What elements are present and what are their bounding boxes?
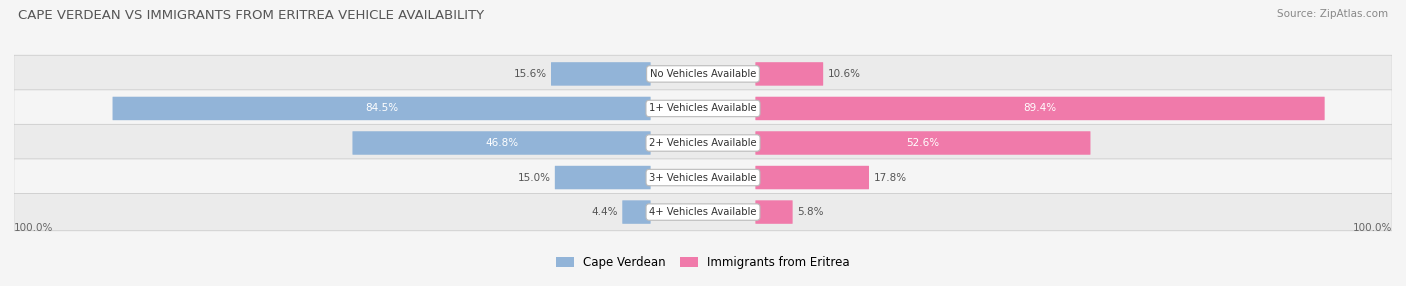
Text: 46.8%: 46.8% [485, 138, 517, 148]
Text: 17.8%: 17.8% [873, 172, 907, 182]
Text: 15.6%: 15.6% [513, 69, 547, 79]
Text: 15.0%: 15.0% [517, 172, 550, 182]
Text: No Vehicles Available: No Vehicles Available [650, 69, 756, 79]
Text: 5.8%: 5.8% [797, 207, 824, 217]
FancyBboxPatch shape [755, 166, 869, 189]
FancyBboxPatch shape [755, 131, 1091, 155]
FancyBboxPatch shape [551, 62, 651, 86]
FancyBboxPatch shape [112, 97, 651, 120]
Text: 52.6%: 52.6% [907, 138, 939, 148]
FancyBboxPatch shape [755, 62, 823, 86]
Text: 84.5%: 84.5% [366, 104, 398, 114]
Text: 89.4%: 89.4% [1024, 104, 1056, 114]
Text: 10.6%: 10.6% [828, 69, 860, 79]
Text: 100.0%: 100.0% [14, 223, 53, 233]
Text: 4.4%: 4.4% [592, 207, 617, 217]
FancyBboxPatch shape [14, 193, 1392, 231]
FancyBboxPatch shape [755, 200, 793, 224]
FancyBboxPatch shape [623, 200, 651, 224]
Text: 3+ Vehicles Available: 3+ Vehicles Available [650, 172, 756, 182]
FancyBboxPatch shape [14, 55, 1392, 93]
FancyBboxPatch shape [353, 131, 651, 155]
Text: 4+ Vehicles Available: 4+ Vehicles Available [650, 207, 756, 217]
Text: CAPE VERDEAN VS IMMIGRANTS FROM ERITREA VEHICLE AVAILABILITY: CAPE VERDEAN VS IMMIGRANTS FROM ERITREA … [18, 9, 485, 21]
FancyBboxPatch shape [755, 97, 1324, 120]
FancyBboxPatch shape [14, 159, 1392, 196]
FancyBboxPatch shape [14, 124, 1392, 162]
Text: Source: ZipAtlas.com: Source: ZipAtlas.com [1277, 9, 1388, 19]
Text: 1+ Vehicles Available: 1+ Vehicles Available [650, 104, 756, 114]
Text: 2+ Vehicles Available: 2+ Vehicles Available [650, 138, 756, 148]
Legend: Cape Verdean, Immigrants from Eritrea: Cape Verdean, Immigrants from Eritrea [557, 256, 849, 269]
Text: 100.0%: 100.0% [1353, 223, 1392, 233]
FancyBboxPatch shape [14, 90, 1392, 127]
FancyBboxPatch shape [555, 166, 651, 189]
